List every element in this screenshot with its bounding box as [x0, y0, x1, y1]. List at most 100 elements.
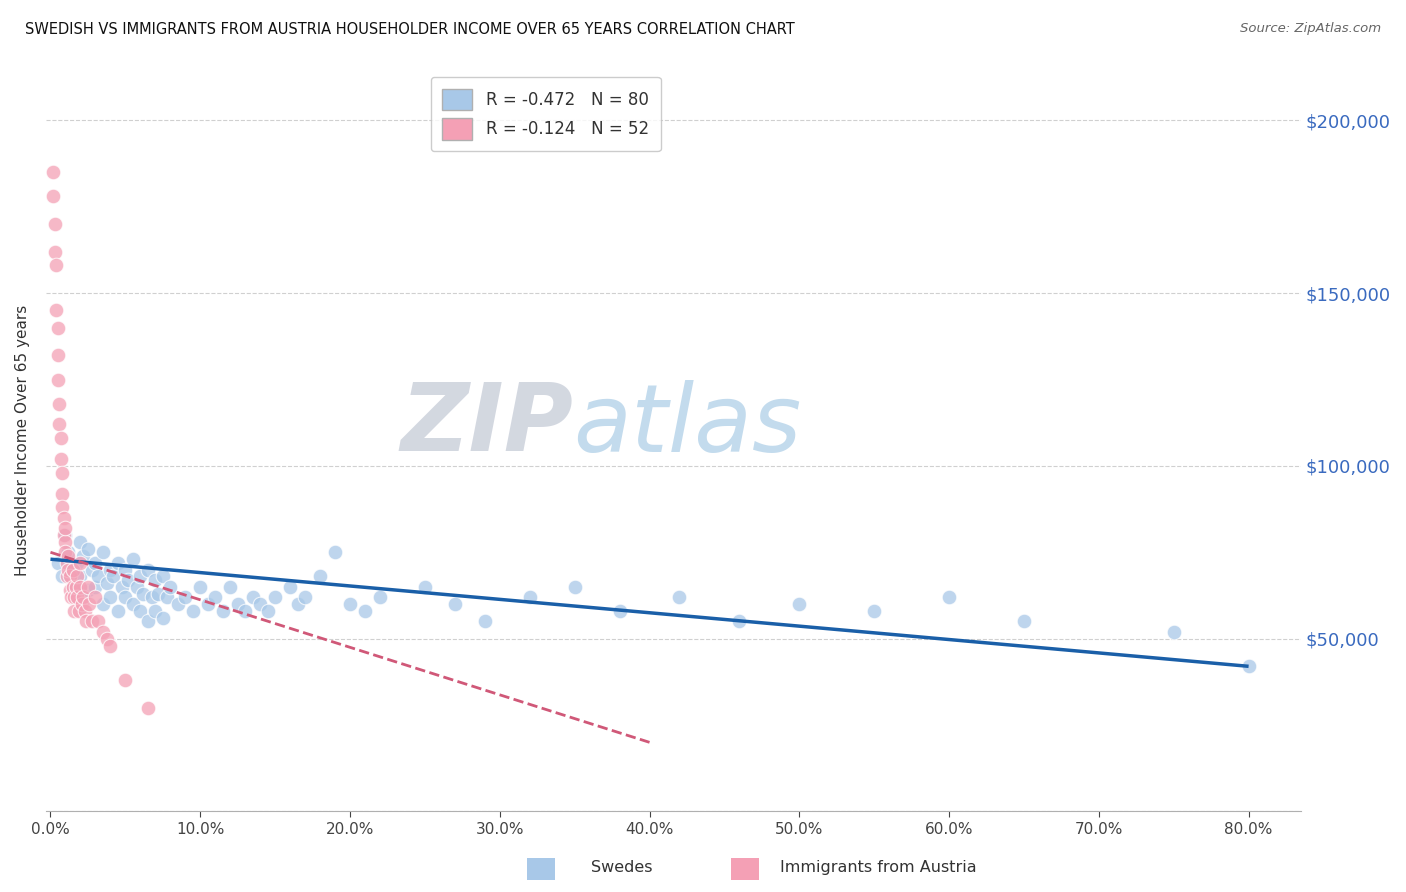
Point — [287, 597, 309, 611]
Point — [51, 466, 73, 480]
Point — [48, 397, 70, 411]
Point — [787, 597, 810, 611]
Point — [46, 372, 69, 386]
Point — [42, 189, 65, 203]
Point — [413, 580, 436, 594]
Point — [188, 580, 211, 594]
Point — [443, 597, 465, 611]
Point — [84, 580, 107, 594]
Legend: R = -0.472   N = 80, R = -0.124   N = 52: R = -0.472 N = 80, R = -0.124 N = 52 — [430, 77, 661, 152]
Point — [1163, 624, 1185, 639]
Point — [42, 165, 65, 179]
Point — [100, 639, 122, 653]
Point — [73, 604, 96, 618]
Point — [55, 521, 77, 535]
Point — [87, 569, 110, 583]
Point — [59, 583, 82, 598]
Point — [58, 563, 80, 577]
Point — [75, 615, 97, 629]
Point — [48, 417, 70, 432]
Point — [309, 569, 332, 583]
Point — [96, 576, 118, 591]
Point — [84, 591, 107, 605]
Point — [938, 591, 960, 605]
Point — [519, 591, 541, 605]
Point — [143, 573, 166, 587]
Point — [66, 569, 89, 583]
Point — [668, 591, 690, 605]
Point — [69, 569, 91, 583]
Point — [111, 580, 134, 594]
Point — [55, 545, 77, 559]
Point — [72, 549, 94, 563]
Point — [294, 591, 316, 605]
Point — [141, 591, 163, 605]
Point — [63, 591, 86, 605]
Point — [52, 528, 75, 542]
Point — [564, 580, 586, 594]
Point — [129, 604, 152, 618]
Point — [181, 604, 204, 618]
Point — [129, 569, 152, 583]
Point — [69, 556, 91, 570]
Point — [46, 348, 69, 362]
Text: Immigrants from Austria: Immigrants from Austria — [780, 860, 977, 874]
Point — [55, 528, 77, 542]
Point — [44, 217, 66, 231]
Point — [264, 591, 287, 605]
Point — [474, 615, 496, 629]
Point — [127, 580, 149, 594]
Point — [1237, 659, 1260, 673]
Point — [211, 604, 233, 618]
Point — [121, 552, 143, 566]
Point — [91, 624, 114, 639]
Point — [114, 591, 136, 605]
Point — [58, 549, 80, 563]
Point — [166, 597, 188, 611]
Point — [72, 591, 94, 605]
Point — [62, 563, 84, 577]
Point — [148, 587, 170, 601]
Point — [728, 615, 751, 629]
Point — [49, 431, 72, 445]
Point — [159, 580, 181, 594]
Point — [63, 604, 86, 618]
Point — [49, 452, 72, 467]
Point — [84, 556, 107, 570]
Point — [45, 259, 67, 273]
Point — [1012, 615, 1035, 629]
Point — [107, 604, 129, 618]
Point — [204, 591, 226, 605]
Point — [249, 597, 271, 611]
Point — [44, 244, 66, 259]
Point — [51, 569, 73, 583]
Text: Source: ZipAtlas.com: Source: ZipAtlas.com — [1240, 22, 1381, 36]
Point — [132, 587, 155, 601]
Point — [62, 563, 84, 577]
Text: SWEDISH VS IMMIGRANTS FROM AUSTRIA HOUSEHOLDER INCOME OVER 65 YEARS CORRELATION : SWEDISH VS IMMIGRANTS FROM AUSTRIA HOUSE… — [25, 22, 794, 37]
Point — [69, 535, 91, 549]
Point — [70, 597, 93, 611]
Point — [174, 591, 197, 605]
Point — [67, 604, 90, 618]
Point — [103, 569, 125, 583]
Point — [863, 604, 886, 618]
Point — [233, 604, 256, 618]
Point — [226, 597, 249, 611]
Text: Swedes: Swedes — [591, 860, 652, 874]
Point — [100, 563, 122, 577]
Point — [136, 563, 159, 577]
Point — [156, 591, 179, 605]
Point — [242, 591, 264, 605]
Point — [87, 615, 110, 629]
Point — [58, 545, 80, 559]
Point — [77, 583, 100, 598]
Point — [65, 580, 87, 594]
Point — [82, 615, 104, 629]
Point — [256, 604, 278, 618]
Point — [100, 591, 122, 605]
Point — [59, 569, 82, 583]
Point — [143, 604, 166, 618]
Point — [152, 569, 174, 583]
Point — [121, 597, 143, 611]
